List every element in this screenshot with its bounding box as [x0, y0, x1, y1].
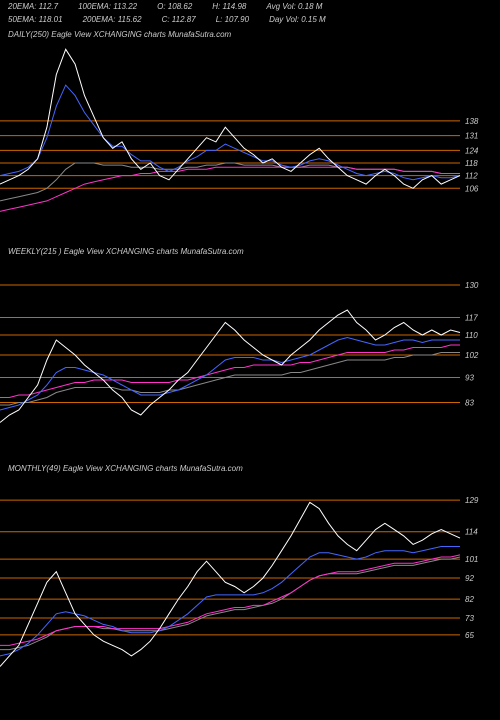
y-axis-label: 102	[465, 351, 479, 360]
chart-panel: DAILY(250) Eagle View XCHANGING charts M…	[0, 26, 500, 243]
y-axis-label: 92	[465, 574, 474, 583]
header-item: O: 108.62	[157, 2, 192, 11]
y-axis-label: 114	[465, 528, 478, 537]
series-ema_blue	[0, 338, 460, 411]
y-axis-label: 124	[465, 146, 479, 155]
y-axis-label: 138	[465, 117, 479, 126]
chart-title: WEEKLY(215 ) Eagle View XCHANGING charts…	[0, 243, 500, 260]
y-axis-label: 129	[465, 496, 479, 505]
header-item: 100EMA: 113.22	[78, 2, 137, 11]
y-axis-label: 106	[465, 184, 479, 193]
y-axis-label: 110	[465, 331, 478, 340]
header-item: 20EMA: 112.7	[8, 2, 58, 11]
y-axis-label: 73	[465, 614, 474, 623]
header-row: 20EMA: 112.7 100EMA: 113.22 O: 108.62 H: 11…	[0, 0, 500, 13]
chart-panel: MONTHLY(49) Eagle View XCHANGING charts …	[0, 460, 500, 677]
header-item: 50EMA: 118.01	[8, 15, 63, 24]
chart-title: MONTHLY(49) Eagle View XCHANGING charts …	[0, 460, 500, 477]
series-ema_gray	[0, 163, 460, 201]
header-row: 50EMA: 118.01 200EMA: 115.62 C: 112.87 L: 1…	[0, 13, 500, 26]
y-axis-label: 117	[465, 314, 478, 323]
y-axis-label: 82	[465, 595, 474, 604]
y-axis-label: 118	[465, 159, 478, 168]
y-axis-label: 101	[465, 555, 478, 564]
header-item: 200EMA: 115.62	[83, 15, 142, 24]
chart-title: DAILY(250) Eagle View XCHANGING charts M…	[0, 26, 500, 43]
y-axis-label: 112	[465, 172, 478, 181]
series-ema_gray	[0, 353, 460, 406]
chart-svg: 130 117 110 102 93 83	[0, 260, 500, 460]
y-axis-label: 93	[465, 374, 474, 383]
header-item: H: 114.98	[212, 2, 246, 11]
chart-svg: 129 114 101 92 82 73 65	[0, 477, 500, 677]
header-item: L: 107.90	[216, 15, 249, 24]
series-price	[0, 310, 460, 423]
header-item: C: 112.87	[162, 15, 196, 24]
y-axis-label: 65	[465, 631, 474, 640]
header-item: Day Vol: 0.15 M	[269, 15, 326, 24]
chart-svg: 138 131 124 118 112 106	[0, 43, 500, 243]
series-ema_gray	[0, 557, 460, 650]
y-axis-label: 83	[465, 399, 474, 408]
chart-panel: WEEKLY(215 ) Eagle View XCHANGING charts…	[0, 243, 500, 460]
header-item: Avg Vol: 0.18 M	[266, 2, 322, 11]
y-axis-label: 130	[465, 281, 479, 290]
y-axis-label: 131	[465, 132, 478, 141]
series-price	[0, 502, 460, 666]
